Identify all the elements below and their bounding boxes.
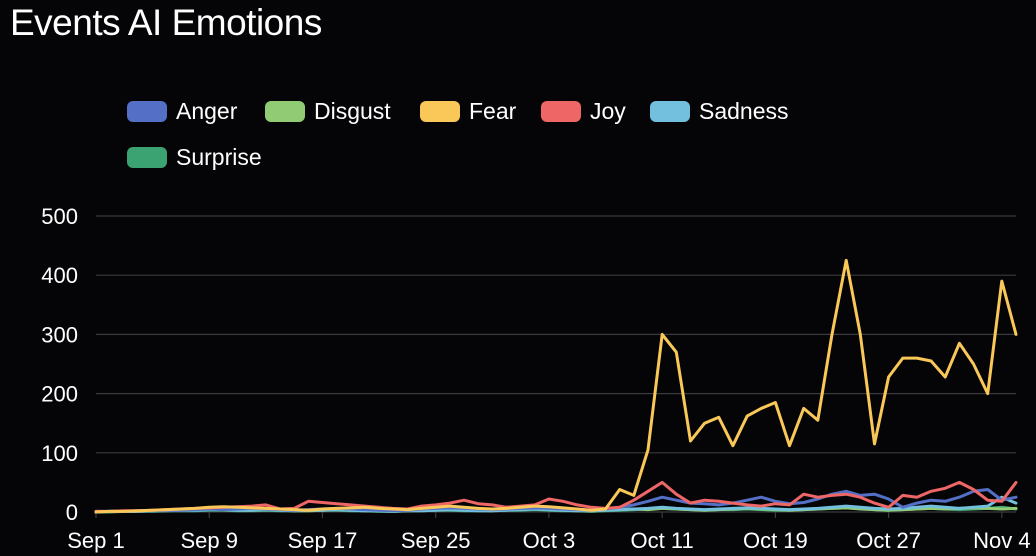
legend-item-surprise[interactable]: Surprise — [127, 144, 262, 170]
y-tick-label: 100 — [41, 441, 78, 466]
x-tick-label: Sep 1 — [67, 528, 125, 553]
chart-title: Events AI Emotions — [10, 2, 322, 43]
legend-item-sadness[interactable]: Sadness — [650, 98, 789, 124]
y-tick-label: 500 — [41, 204, 78, 229]
series-line-joy — [94, 480, 1018, 513]
series-line-fear — [94, 258, 1018, 514]
legend-item-joy[interactable]: Joy — [541, 98, 626, 124]
x-tick-label: Oct 27 — [856, 528, 921, 553]
legend-swatch — [420, 101, 460, 122]
legend-label: Sadness — [699, 98, 789, 124]
y-tick-label: 300 — [41, 322, 78, 347]
x-tick-label: Oct 3 — [523, 528, 576, 553]
x-tick-label: Oct 11 — [631, 528, 694, 553]
x-tick-label: Sep 17 — [288, 528, 358, 553]
legend-swatch — [127, 147, 167, 168]
legend-label: Disgust — [314, 98, 391, 124]
legend-label: Joy — [590, 98, 626, 124]
legend-item-anger[interactable]: Anger — [127, 98, 238, 124]
x-axis: Sep 1 Sep 9 Sep 17 Sep 25 Oct 3 Oct 11 Oct 19 O… — [67, 512, 1031, 553]
y-axis: 0 100 200 300 400 500 — [41, 204, 78, 525]
y-tick-label: 200 — [41, 382, 78, 407]
legend-swatch — [650, 101, 690, 122]
legend-label: Fear — [469, 98, 517, 124]
legend-swatch — [265, 101, 305, 122]
y-tick-label: 400 — [41, 263, 78, 288]
y-tick-label: 0 — [66, 500, 78, 525]
legend[interactable]: Anger Disgust Fear Joy Sadness Surprise — [127, 98, 789, 170]
x-tick-label: Sep 9 — [180, 528, 238, 553]
legend-label: Anger — [176, 98, 238, 124]
legend-swatch — [541, 101, 581, 122]
legend-item-fear[interactable]: Fear — [420, 98, 517, 124]
x-tick-label: Nov 4 — [973, 528, 1030, 553]
series-lines — [94, 258, 1018, 514]
legend-item-disgust[interactable]: Disgust — [265, 98, 391, 124]
grid-lines — [96, 215, 1016, 513]
legend-label: Surprise — [176, 144, 262, 170]
x-tick-label: Oct 19 — [743, 528, 808, 553]
legend-swatch — [127, 101, 167, 122]
x-tick-label: Sep 25 — [401, 528, 471, 553]
